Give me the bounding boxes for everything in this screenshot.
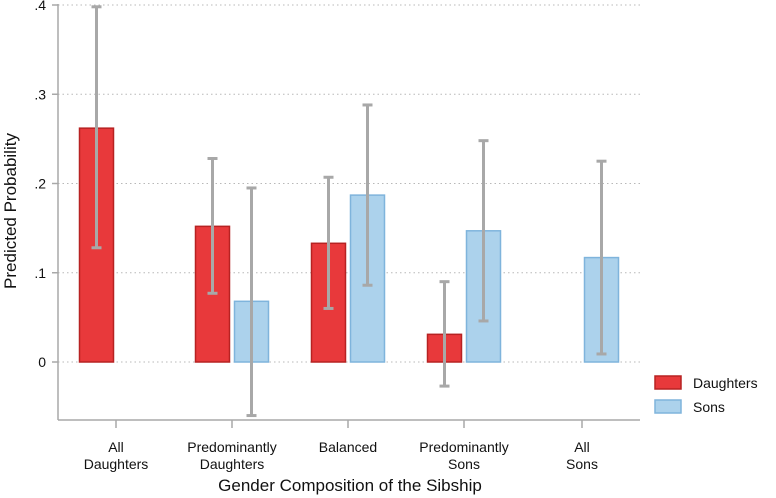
y-tick-label-1: .1 [34,265,46,281]
gridlines [58,4,640,363]
x-axis-title: Gender Composition of the Sibship [218,476,482,495]
y-tick-label-0: 0 [38,354,46,370]
legend-swatch-sons [654,399,682,414]
error-bar-sons-4 [596,159,607,356]
error-bar-daughters-0 [91,5,102,250]
x-tick-label-0-line1: All [108,439,124,455]
legend-label-sons: Sons [693,399,725,415]
error-bar-sons-1 [246,186,257,418]
y-tick-label-2: .2 [34,176,46,192]
legend-label-daughters: Daughters [693,375,758,391]
legend: Daughters Sons [654,375,758,415]
error-bar-daughters-1 [207,157,218,295]
x-tick-label-0-line2: Daughters [84,456,149,472]
error-bar-sons-2 [362,103,373,287]
x-tick-label-1-line2: Daughters [200,456,265,472]
y-axis-title: Predicted Probability [1,133,20,289]
legend-item-daughters[interactable]: Daughters [654,375,758,391]
x-tick-label-3-line2: Sons [448,456,480,472]
ticks: 0.1.2.3.4AllDaughtersPredominantlyDaught… [34,0,598,472]
bars [78,127,620,363]
legend-swatch-daughters [654,375,682,390]
x-tick-label-4-line2: Sons [566,456,598,472]
x-tick-label-3-line1: Predominantly [419,439,509,455]
y-tick-label-4: .4 [34,0,46,13]
error-bar-daughters-2 [323,175,334,310]
legend-item-sons[interactable]: Sons [654,399,725,415]
axes [57,4,640,421]
error-bar-sons-3 [478,139,489,323]
error-bar-daughters-3 [439,280,450,388]
x-tick-label-2-line1: Balanced [319,439,377,455]
error-bars [91,5,607,418]
x-tick-label-4-line1: All [574,439,590,455]
x-tick-label-1-line1: Predominantly [187,439,277,455]
y-tick-label-3: .3 [34,86,46,102]
